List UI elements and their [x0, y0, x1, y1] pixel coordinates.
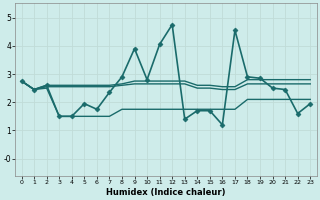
X-axis label: Humidex (Indice chaleur): Humidex (Indice chaleur)	[106, 188, 226, 197]
